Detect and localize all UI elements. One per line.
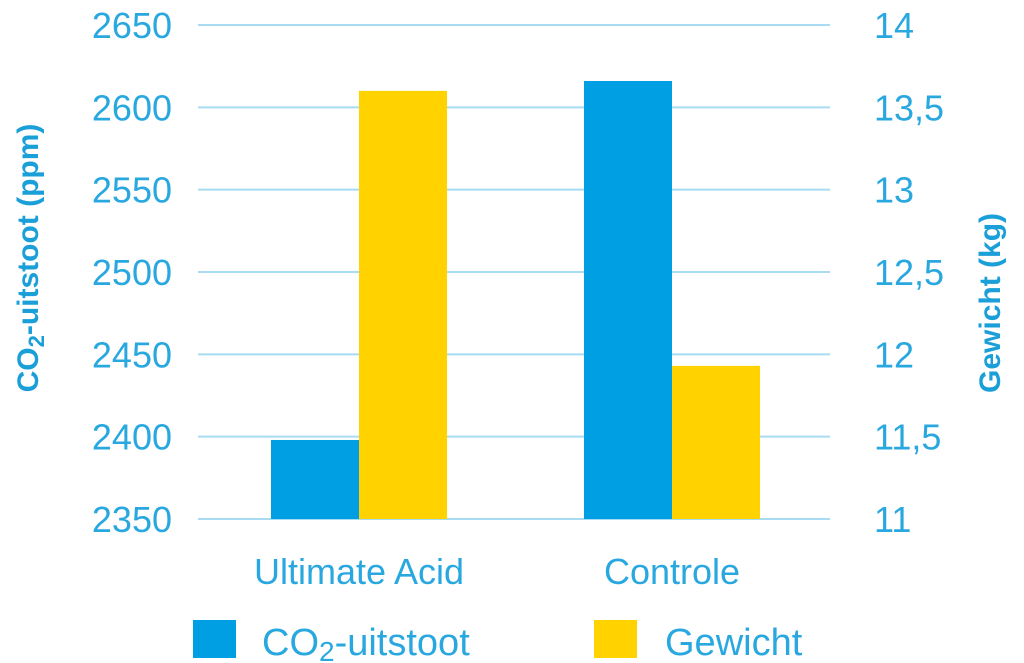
left-tick-label: 2650 [92,5,172,46]
left-tick-label: 2450 [92,334,172,375]
left-tick-label: 2350 [92,499,172,540]
right-tick-label: 11,5 [874,417,941,458]
left-axis-title: CO2-uitstoot (ppm) [12,124,49,393]
left-tick-label: 2500 [92,252,172,293]
legend-swatch-co2 [193,620,236,658]
right-tick-label: 13,5 [874,87,944,128]
bars [271,80,760,519]
left-axis-title-main: CO [12,347,45,392]
left-tick-label: 2600 [92,87,172,128]
category-label: Ultimate Acid [254,551,464,592]
left-tick-label: 2400 [92,417,172,458]
legend-label-co2-rest: -uitstoot [335,622,471,663]
bar-gewicht-1 [672,365,760,519]
right-axis-ticks: 14 13,5 13 12,5 12 11,5 11 [874,5,944,540]
right-tick-label: 12 [874,334,914,375]
legend-swatch-gewicht [594,620,637,658]
category-labels: Ultimate Acid Controle [254,551,740,592]
bar-gewicht-0 [359,90,447,519]
right-tick-label: 14 [874,5,914,46]
legend: CO2-uitstoot Gewicht [193,620,803,663]
legend-label-gewicht: Gewicht [665,622,803,663]
bar-co2-1 [584,80,672,519]
legend-label-co2: CO2-uitstoot [262,622,470,663]
right-tick-label: 12,5 [874,252,944,293]
category-label: Controle [604,551,740,592]
legend-label-co2-sub: 2 [319,636,335,663]
right-tick-label: 11 [874,499,911,540]
legend-label-co2-main: CO [262,622,319,663]
left-axis-ticks: 2650 2600 2550 2500 2450 2400 2350 [92,5,172,540]
right-axis-title: Gewicht (kg) [974,213,1007,393]
right-tick-label: 13 [874,170,914,211]
left-axis-title-sub: 2 [24,335,49,347]
left-tick-label: 2550 [92,170,172,211]
left-axis-title-rest: -uitstoot (ppm) [12,124,45,336]
bar-co2-0 [271,439,359,519]
